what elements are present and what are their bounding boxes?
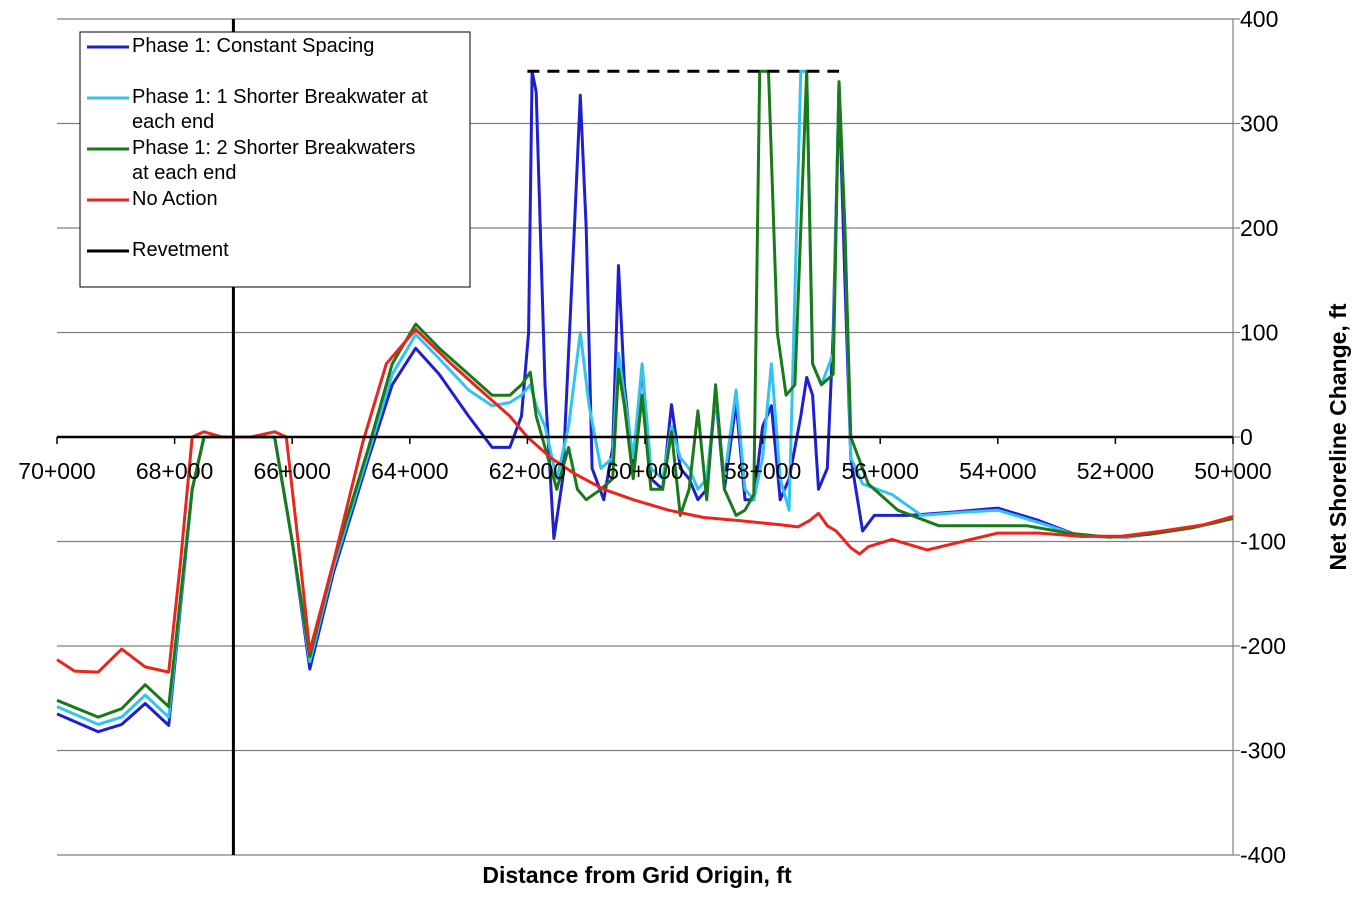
y-tick-label: 200 (1240, 215, 1278, 241)
y-tick-label: 300 (1240, 111, 1278, 137)
x-tick-label: 54+000 (959, 458, 1036, 484)
legend-label-3: No Action (132, 188, 218, 210)
y-tick-label: -200 (1240, 633, 1286, 659)
legend-label-0: Phase 1: Constant Spacing (132, 35, 374, 57)
x-axis-title: Distance from Grid Origin, ft (482, 862, 792, 888)
zero-axis (56, 435, 1234, 444)
y-tick-label: 100 (1240, 320, 1278, 346)
x-tick-label: 64+000 (371, 458, 448, 484)
y-tick-label: -400 (1240, 842, 1286, 868)
legend-label-4: Revetment (132, 239, 229, 261)
legend: Phase 1: Constant Spacing Phase 1: 1 Shor… (79, 31, 471, 288)
y-tick-label: -100 (1240, 529, 1286, 555)
x-tick-label: 62+000 (489, 458, 566, 484)
x-tick-label: 50+000 (1194, 458, 1271, 484)
legend-label-1: Phase 1: 1 Shorter Breakwater at each end (132, 86, 428, 133)
x-tick-label: 68+000 (136, 458, 213, 484)
legend-label-2: Phase 1: 2 Shorter Breakwaters at each en… (132, 137, 415, 184)
y-tick-labels: 400 300 200 100 0 -100 -200 -300 -400 (1240, 6, 1286, 868)
x-tick-label: 70+000 (18, 458, 95, 484)
series-line-2 (56, 69, 1234, 719)
x-tick-label: 66+000 (254, 458, 331, 484)
series-line-3 (56, 327, 1234, 674)
y-tick-label: 0 (1240, 424, 1253, 450)
y-tick-label: -300 (1240, 738, 1286, 764)
y-axis-title: Net Shoreline Change, ft (1325, 303, 1351, 570)
x-tick-label: 56+000 (842, 458, 919, 484)
legend-box (79, 31, 471, 288)
y-tick-label: 400 (1240, 6, 1278, 32)
x-tick-labels: 70+000 68+000 66+000 64+000 62+000 60+000 58+0… (18, 458, 1271, 484)
x-tick-label: 52+000 (1077, 458, 1154, 484)
x-tick-label: 58+000 (724, 458, 801, 484)
x-tick-label: 60+000 (606, 458, 683, 484)
